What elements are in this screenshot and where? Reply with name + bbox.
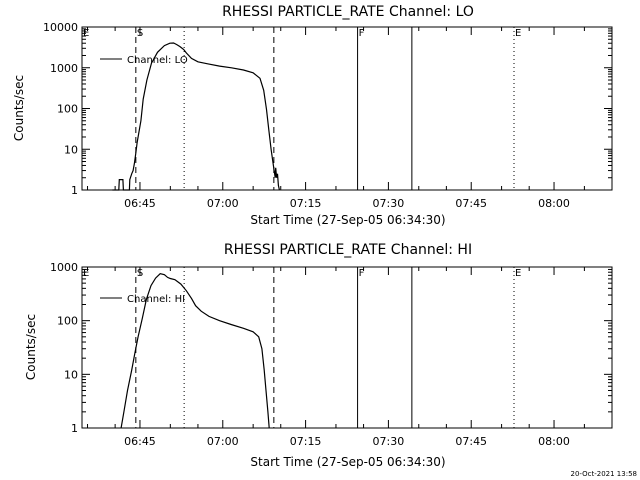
- chart-panel-hi: RHESSI PARTICLE_RATE Channel: HI Counts/…: [24, 242, 613, 469]
- x-tick-label: 07:30: [373, 197, 405, 210]
- axis-ticks: 06:45 07:00 07:15 07:30 07:45 08:00 1 10 100 1000…: [43, 21, 613, 210]
- marker-label: E: [83, 28, 89, 39]
- legend: Channel: LO: [100, 55, 188, 66]
- legend: Channel: HI: [100, 294, 185, 305]
- marker-label: E: [83, 268, 89, 279]
- y-tick-label: 1: [71, 184, 78, 197]
- series-layer: [120, 273, 270, 429]
- series-layer: [112, 42, 280, 191]
- generated-timestamp: 20-Oct-2021 13:58: [571, 470, 637, 478]
- plot-frame: [81, 26, 613, 191]
- y-tick-label: 100: [57, 315, 78, 328]
- y-tick-label: 1000: [50, 261, 78, 274]
- y-tick-label: 100: [57, 103, 78, 116]
- x-tick-label: 06:45: [124, 197, 156, 210]
- x-tick-label: 08:00: [538, 197, 570, 210]
- legend-label: Channel: HI: [127, 294, 185, 305]
- plot-frame: [81, 266, 613, 429]
- x-tick-label: 07:00: [207, 197, 239, 210]
- chart-title: RHESSI PARTICLE_RATE Channel: LO: [222, 4, 474, 20]
- axis-ticks: 06:45 07:00 07:15 07:30 07:45 08:00 1 10 100 1000: [50, 261, 613, 448]
- y-axis-label: Counts/sec: [12, 75, 26, 141]
- x-axis-label: Start Time (27-Sep-05 06:34:30): [250, 455, 445, 469]
- marker-label: E: [515, 268, 521, 279]
- x-tick-label: 07:45: [455, 197, 487, 210]
- x-tick-label: 08:00: [538, 435, 570, 448]
- series-line: [112, 42, 280, 191]
- y-axis-label: Counts/sec: [24, 314, 38, 380]
- y-tick-label: 10: [64, 143, 78, 156]
- marker-label: F: [359, 268, 365, 279]
- y-tick-label: 10: [64, 368, 78, 381]
- x-tick-label: 06:45: [124, 435, 156, 448]
- chart-panel-lo: RHESSI PARTICLE_RATE Channel: LO Counts/…: [12, 4, 613, 227]
- marker-label: E: [515, 28, 521, 39]
- marker-label: F: [359, 28, 365, 39]
- chart-title: RHESSI PARTICLE_RATE Channel: HI: [224, 242, 472, 258]
- x-tick-label: 07:30: [373, 435, 405, 448]
- y-tick-label: 1000: [50, 62, 78, 75]
- series-line: [120, 273, 270, 429]
- x-axis-label: Start Time (27-Sep-05 06:34:30): [250, 213, 445, 227]
- x-tick-label: 07:00: [207, 435, 239, 448]
- x-tick-label: 07:15: [290, 435, 322, 448]
- legend-label: Channel: LO: [127, 55, 188, 66]
- y-tick-label: 1: [71, 422, 78, 435]
- x-tick-label: 07:45: [455, 435, 487, 448]
- y-tick-label: 10000: [43, 21, 78, 34]
- x-tick-label: 07:15: [290, 197, 322, 210]
